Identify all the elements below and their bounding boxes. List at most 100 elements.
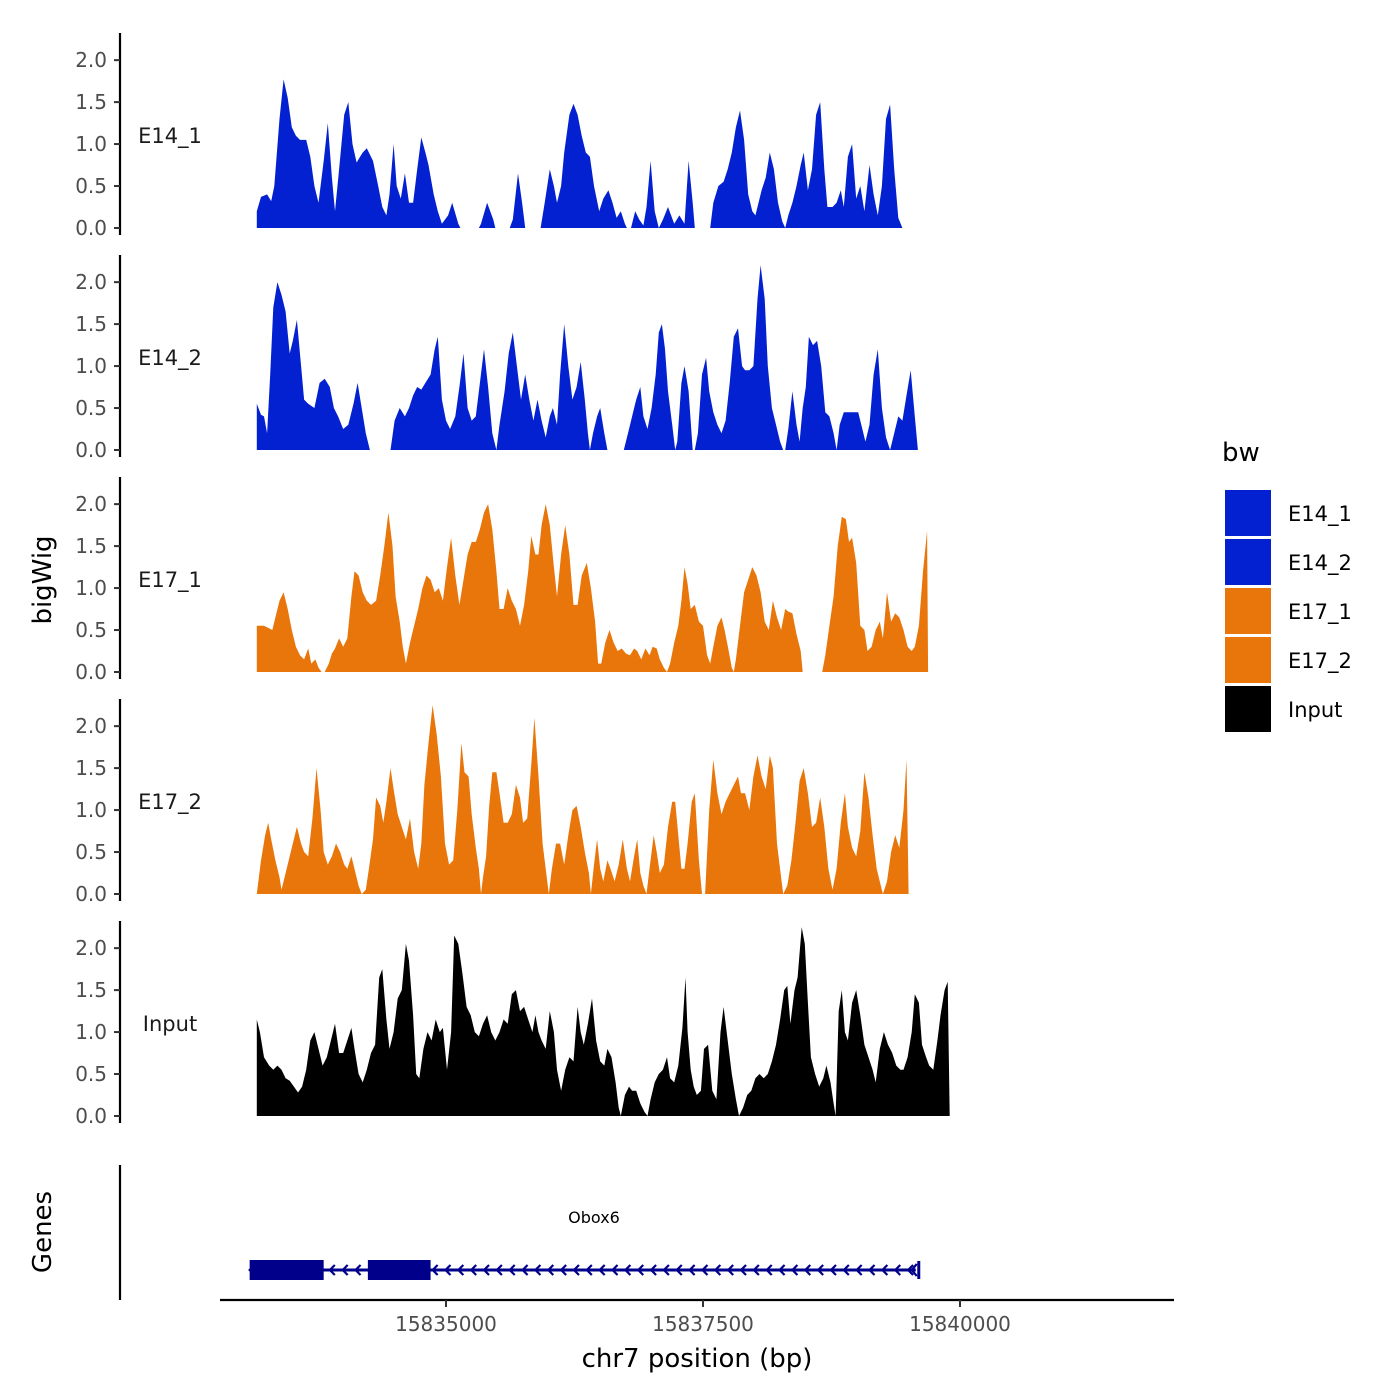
strand-chevron	[803, 1264, 812, 1276]
strand-chevron	[546, 1264, 555, 1276]
legend-key-E14_1	[1225, 490, 1271, 536]
y-tick-label: 1.0	[75, 354, 107, 378]
gene-track-label: Genes	[28, 1191, 58, 1273]
strand-chevron	[623, 1264, 632, 1276]
tracks: 0.0 0.5 1.0 1.5 2.0 E14_1 0.0 0.5 1.0 1.5 2.0 E14_2…	[75, 33, 950, 1128]
legend-key-E17_2	[1225, 637, 1271, 683]
y-tick-label: 0.5	[75, 1062, 107, 1086]
y-tick-label: 0.0	[75, 660, 107, 684]
strand-chevron	[829, 1264, 837, 1276]
y-axis-title: bigWig	[28, 535, 58, 624]
strand-chevron	[880, 1264, 889, 1276]
legend-label: Input	[1288, 698, 1342, 722]
y-tick-label: 1.0	[75, 1020, 107, 1044]
legend-key-E14_2	[1225, 539, 1271, 585]
strand-chevron	[533, 1264, 542, 1276]
legend-title: bw	[1222, 438, 1260, 468]
strand-chevron	[893, 1264, 902, 1276]
strand-chevron	[842, 1264, 850, 1276]
gene-track: Genes Obox6	[28, 1165, 921, 1300]
strand-chevron	[662, 1264, 670, 1276]
strand-chevron	[559, 1264, 567, 1276]
strand-chevron	[649, 1264, 657, 1276]
strand-chevron	[867, 1264, 876, 1276]
y-tick-label: 2.0	[75, 936, 107, 960]
strand-chevron	[765, 1264, 773, 1276]
x-tick-label: 15840000	[909, 1312, 1011, 1336]
gene-exon	[249, 1260, 324, 1280]
strand-chevron	[341, 1264, 349, 1276]
strand-chevron	[739, 1264, 747, 1276]
area-Input	[256, 927, 950, 1116]
y-tick-label: 2.0	[75, 48, 107, 72]
y-tick-label: 1.5	[75, 534, 107, 558]
x-axis-title: chr7 position (bp)	[582, 1344, 813, 1374]
panel-E14_1: 0.0 0.5 1.0 1.5 2.0 E14_1	[75, 33, 903, 240]
strand-chevron	[610, 1264, 619, 1276]
strand-chevron	[778, 1264, 786, 1276]
y-tick-label: 0.5	[75, 396, 107, 420]
x-tick-label: 15835000	[395, 1312, 497, 1336]
facet-label: E14_1	[138, 124, 202, 149]
y-tick-label: 0.0	[75, 882, 107, 906]
legend-label: E14_1	[1288, 502, 1352, 527]
strand-chevron	[508, 1264, 516, 1276]
panel-E17_2: 0.0 0.5 1.0 1.5 2.0 E17_2	[75, 699, 909, 906]
strand-chevron	[443, 1264, 452, 1276]
y-tick-label: 0.5	[75, 174, 107, 198]
facet-label: Input	[143, 1012, 197, 1036]
strand-chevron	[636, 1264, 645, 1276]
y-tick-label: 0.0	[75, 438, 107, 462]
area-E17_2	[256, 705, 909, 894]
y-tick-label: 1.0	[75, 798, 107, 822]
strand-chevron	[855, 1264, 863, 1276]
strand-chevron	[598, 1264, 606, 1276]
legend-key-Input	[1225, 686, 1271, 732]
panel-Input: 0.0 0.5 1.0 1.5 2.0 Input	[75, 921, 950, 1128]
y-tick-label: 2.0	[75, 714, 107, 738]
strand-chevron	[910, 1263, 918, 1277]
legend: bw E14_1 E14_2 E17_1 E17_2 Input	[1222, 438, 1352, 732]
legend-label: E17_1	[1288, 600, 1352, 625]
y-tick-label: 2.0	[75, 492, 107, 516]
strand-chevron	[675, 1264, 683, 1276]
gene-name-label: Obox6	[568, 1208, 620, 1227]
strand-chevron	[790, 1264, 799, 1276]
legend-label: E14_2	[1288, 551, 1352, 576]
strand-chevron	[456, 1264, 465, 1276]
strand-chevron	[700, 1264, 709, 1276]
strand-chevron	[906, 1264, 914, 1276]
y-tick-label: 0.5	[75, 840, 107, 864]
gene-exon	[367, 1260, 431, 1280]
strand-chevron	[248, 1264, 256, 1276]
x-axis: chr7 position (bp) 15835000 15837500 15840…	[220, 1298, 1174, 1374]
strand-chevron	[482, 1264, 490, 1276]
strand-chevron	[431, 1264, 439, 1276]
x-tick-label: 15837500	[652, 1312, 754, 1336]
legend-key-E17_1	[1225, 588, 1271, 634]
facet-label: E17_1	[138, 568, 202, 593]
y-tick-label: 1.5	[75, 756, 107, 780]
y-tick-label: 1.5	[75, 978, 107, 1002]
panel-E17_1: 0.0 0.5 1.0 1.5 2.0 E17_1	[75, 477, 929, 684]
y-tick-label: 2.0	[75, 270, 107, 294]
strand-chevron	[752, 1264, 760, 1276]
y-tick-label: 1.0	[75, 132, 107, 156]
y-tick-label: 0.0	[75, 1104, 107, 1128]
strand-chevron	[572, 1264, 580, 1276]
legend-label: E17_2	[1288, 649, 1352, 674]
area-E14_2	[256, 265, 918, 450]
strand-chevron	[521, 1264, 529, 1276]
strand-chevron	[328, 1264, 336, 1276]
strand-chevron	[713, 1264, 722, 1276]
y-tick-label: 1.5	[75, 90, 107, 114]
y-tick-label: 1.0	[75, 576, 107, 600]
panel-E14_2: 0.0 0.5 1.0 1.5 2.0 E14_2	[75, 255, 918, 462]
facet-label: E17_2	[138, 790, 202, 815]
strand-chevron	[688, 1264, 696, 1276]
y-tick-label: 0.0	[75, 216, 107, 240]
strand-chevron	[469, 1264, 477, 1276]
strand-chevron	[726, 1264, 734, 1276]
y-tick-label: 1.5	[75, 312, 107, 336]
